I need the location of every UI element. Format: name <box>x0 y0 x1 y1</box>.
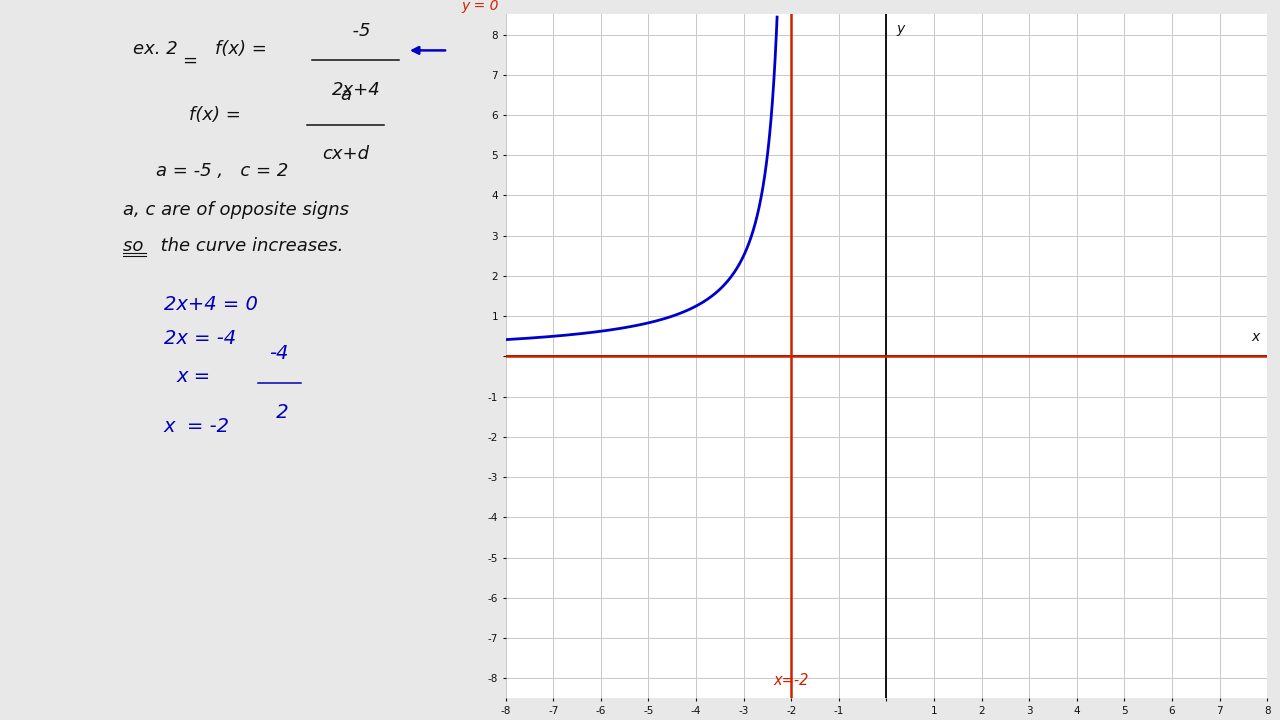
Text: a: a <box>340 86 351 104</box>
Text: -4: -4 <box>269 344 289 363</box>
Text: 2x = -4: 2x = -4 <box>164 329 236 348</box>
Text: f(x) =: f(x) = <box>189 107 242 124</box>
Text: 2x+4: 2x+4 <box>332 81 380 99</box>
Text: 2: 2 <box>270 403 288 422</box>
Text: x  = -2: x = -2 <box>164 417 230 436</box>
Text: y = 0: y = 0 <box>462 0 499 13</box>
Text: a, c are of opposite signs: a, c are of opposite signs <box>123 201 349 219</box>
Text: so   the curve increases.: so the curve increases. <box>123 237 343 255</box>
Text: cx+d: cx+d <box>323 145 369 163</box>
Text: f(x) =: f(x) = <box>215 40 268 58</box>
Text: y: y <box>896 22 904 37</box>
Text: =: = <box>182 52 197 70</box>
Text: a = -5 ,   c = 2: a = -5 , c = 2 <box>156 163 288 180</box>
Text: ex. 2: ex. 2 <box>133 40 178 58</box>
Text: -5: -5 <box>340 22 371 40</box>
Text: x=-2: x=-2 <box>773 673 809 688</box>
Text: x =: x = <box>177 367 211 386</box>
Text: x: x <box>1252 330 1260 344</box>
Text: 2x+4 = 0: 2x+4 = 0 <box>164 295 257 314</box>
